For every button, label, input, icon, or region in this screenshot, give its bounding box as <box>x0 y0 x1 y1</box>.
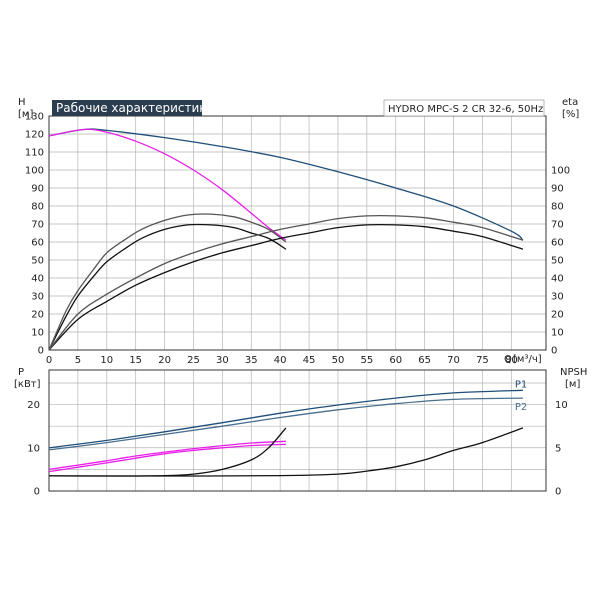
title-box <box>52 100 202 116</box>
chart-title: Рабочие характеристики <box>56 101 214 115</box>
left-axis-unit-P: [кВт] <box>14 379 41 390</box>
y-tick-label-H: 110 <box>25 148 44 159</box>
top-series-line-5 <box>48 214 524 351</box>
y-tick-label-H: 0 <box>38 346 44 357</box>
y-tick-label-eta: 30 <box>551 292 564 303</box>
y-tick-label-H: 100 <box>25 166 44 177</box>
y-tick-label-eta: 0 <box>551 346 557 357</box>
x-tick-label: 40 <box>274 355 287 366</box>
y-tick-label-H: 80 <box>31 202 44 213</box>
y-tick-label-H: 20 <box>31 310 44 321</box>
y-tick-label-H: 40 <box>31 274 44 285</box>
y-tick-label-eta: 60 <box>551 238 564 249</box>
x-tick-label: 35 <box>245 355 258 366</box>
series-labels: P1 P2 <box>515 379 527 413</box>
y-tick-label-eta: 10 <box>551 328 564 339</box>
x-tick-label: 45 <box>303 355 316 366</box>
left-axis-label-H: H <box>18 97 26 108</box>
x-axis-unit-Q: [м³/ч] <box>513 354 542 365</box>
x-tick-label: 15 <box>129 355 142 366</box>
y-tick-label-P: 20 <box>27 400 40 411</box>
x-tick-label: 75 <box>476 355 489 366</box>
y-tick-label-H: 70 <box>31 220 44 231</box>
y-tick-label-P: 10 <box>27 443 40 454</box>
bottom-panel-grid <box>48 370 546 492</box>
model-box <box>383 99 545 117</box>
left-axis-unit-H: [м] <box>18 109 33 120</box>
top-series-line-2 <box>48 223 287 351</box>
x-tick-label: 70 <box>447 355 460 366</box>
y-tick-label-eta: 20 <box>551 310 564 321</box>
top-series-line-0 <box>48 128 524 241</box>
x-tick-label: 0 <box>46 355 52 366</box>
y-tick-label-H: 60 <box>31 238 44 249</box>
model-label: HYDRO MPC-S 2 CR 32-6, 50Hz <box>388 104 543 115</box>
y-tick-label-P: 0 <box>34 487 40 498</box>
bottom-series-line-3 <box>48 443 286 473</box>
right-axis-unit-NPSH: [м] <box>565 379 580 390</box>
y-tick-label-eta: 70 <box>551 220 564 231</box>
tick-labels: 0 5 10 15 20 25 30 35 40 45 50 55 60 65 70 75 8001020304… <box>25 112 570 498</box>
y-tick-label-H: 50 <box>31 256 44 267</box>
y-tick-label-H: 130 <box>25 112 44 123</box>
x-tick-label: 10 <box>100 355 113 366</box>
bottom-series-line-0 <box>48 389 523 449</box>
y-tick-label-NPSH: 5 <box>555 443 561 454</box>
y-tick-label-H: 10 <box>31 328 44 339</box>
top-series-line-3 <box>48 213 287 351</box>
y-tick-label-H: 90 <box>31 184 44 195</box>
right-axis-unit-eta: [%] <box>562 109 579 120</box>
bottom-series-line-5 <box>48 427 524 477</box>
top-panel-frame <box>48 115 547 351</box>
x-tick-label: 80 <box>505 355 518 366</box>
x-tick-label: 20 <box>158 355 171 366</box>
y-tick-label-H: 30 <box>31 292 44 303</box>
bottom-series-line-2 <box>48 440 286 471</box>
top-series-line-1 <box>48 128 287 241</box>
right-axis-label-eta: eta <box>562 97 578 108</box>
x-tick-label: 60 <box>389 355 402 366</box>
y-tick-label-eta: 40 <box>551 274 564 285</box>
curves <box>48 128 524 477</box>
x-axis-label-Q: Q <box>504 354 512 365</box>
series-label-P1: P1 <box>515 379 527 390</box>
y-tick-label-eta: 90 <box>551 184 564 195</box>
x-tick-label: 25 <box>187 355 200 366</box>
x-tick-label: 65 <box>418 355 431 366</box>
y-tick-label-NPSH: 10 <box>555 400 568 411</box>
bottom-panel-frame <box>48 369 547 492</box>
y-tick-label-NPSH: 0 <box>555 487 561 498</box>
x-tick-label: 5 <box>75 355 81 366</box>
x-tick-label: 30 <box>216 355 229 366</box>
x-tick-label: 55 <box>360 355 373 366</box>
bottom-series-line-1 <box>48 397 523 451</box>
x-tick-label: 50 <box>332 355 345 366</box>
top-panel-grid <box>48 115 546 351</box>
series-label-P2: P2 <box>515 402 527 413</box>
right-axis-label-NPSH: NPSH <box>560 367 587 378</box>
y-tick-label-H: 120 <box>25 130 44 141</box>
y-tick-label-eta: 50 <box>551 256 564 267</box>
top-series-line-4 <box>48 223 524 351</box>
y-tick-label-eta: 100 <box>551 166 570 177</box>
y-tick-label-eta: 80 <box>551 202 564 213</box>
left-axis-label-P: P <box>18 367 24 378</box>
